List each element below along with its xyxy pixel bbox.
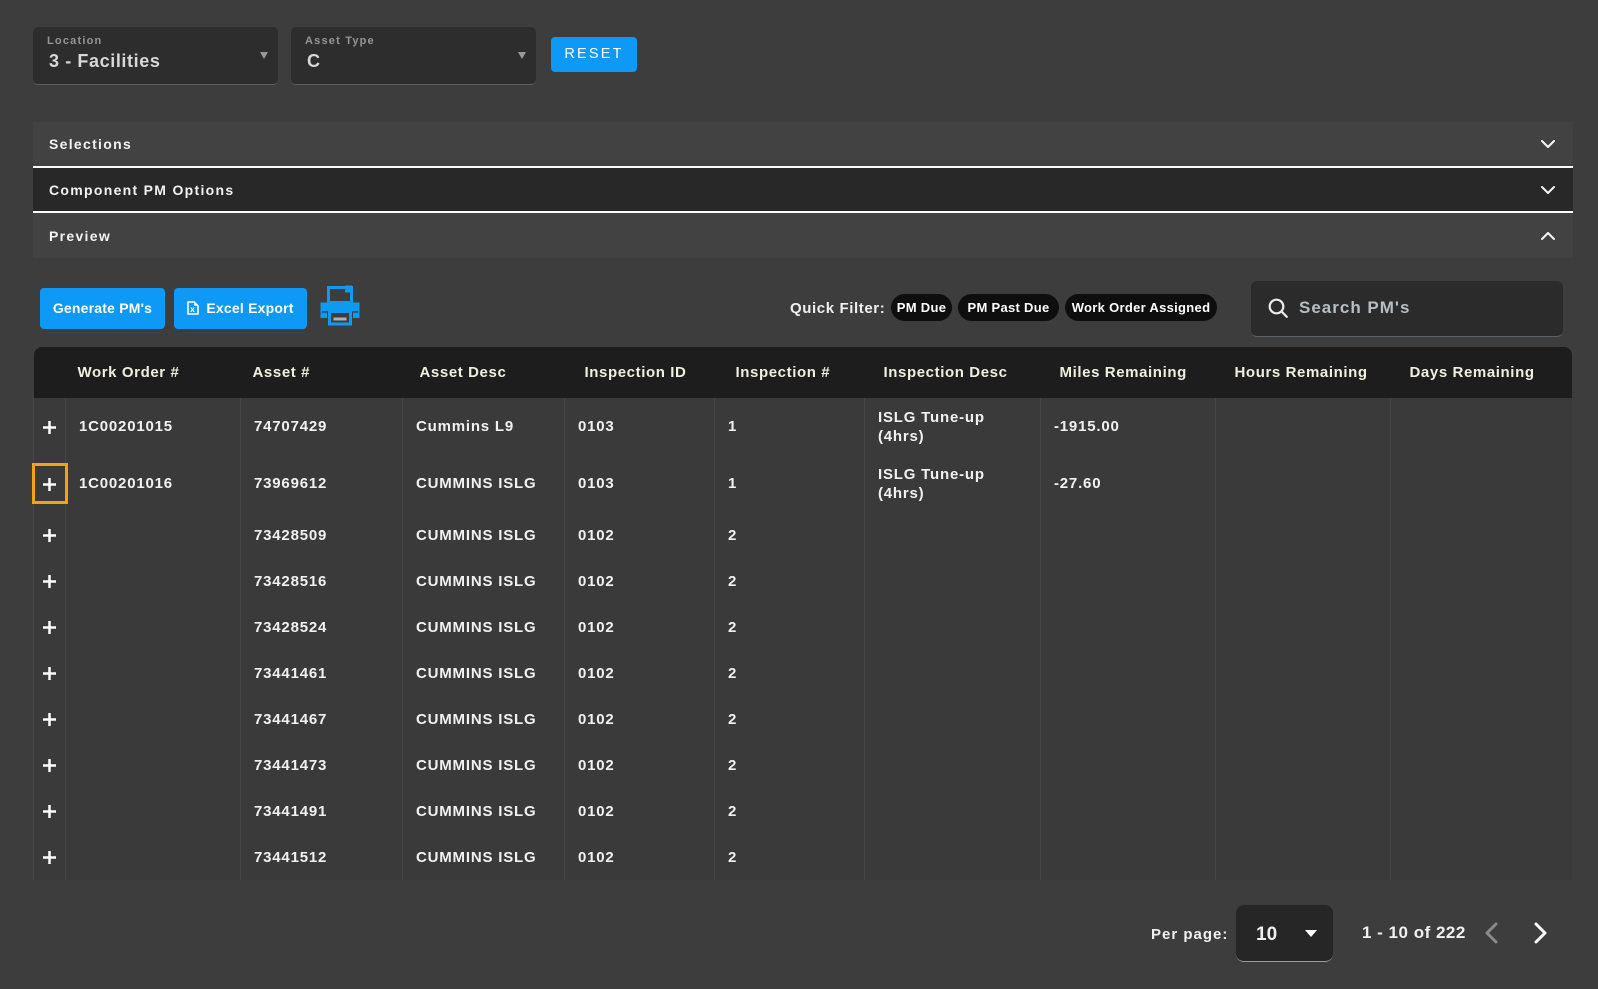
svg-text:x: x xyxy=(191,304,196,314)
